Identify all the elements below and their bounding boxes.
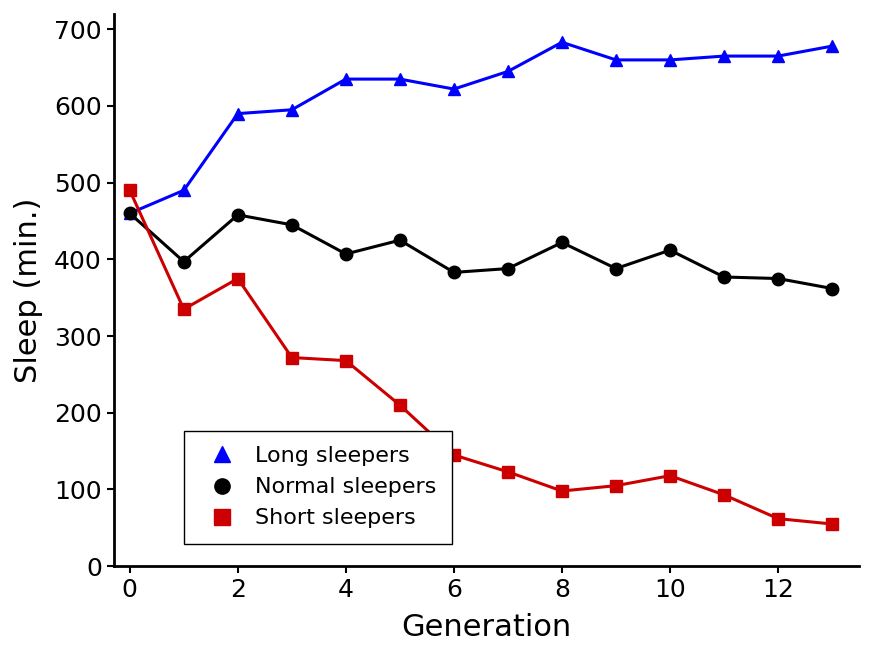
- Legend: Long sleepers, Normal sleepers, Short sleepers: Long sleepers, Normal sleepers, Short sl…: [184, 431, 452, 544]
- X-axis label: Generation: Generation: [402, 613, 572, 642]
- Y-axis label: Sleep (min.): Sleep (min.): [14, 197, 43, 382]
